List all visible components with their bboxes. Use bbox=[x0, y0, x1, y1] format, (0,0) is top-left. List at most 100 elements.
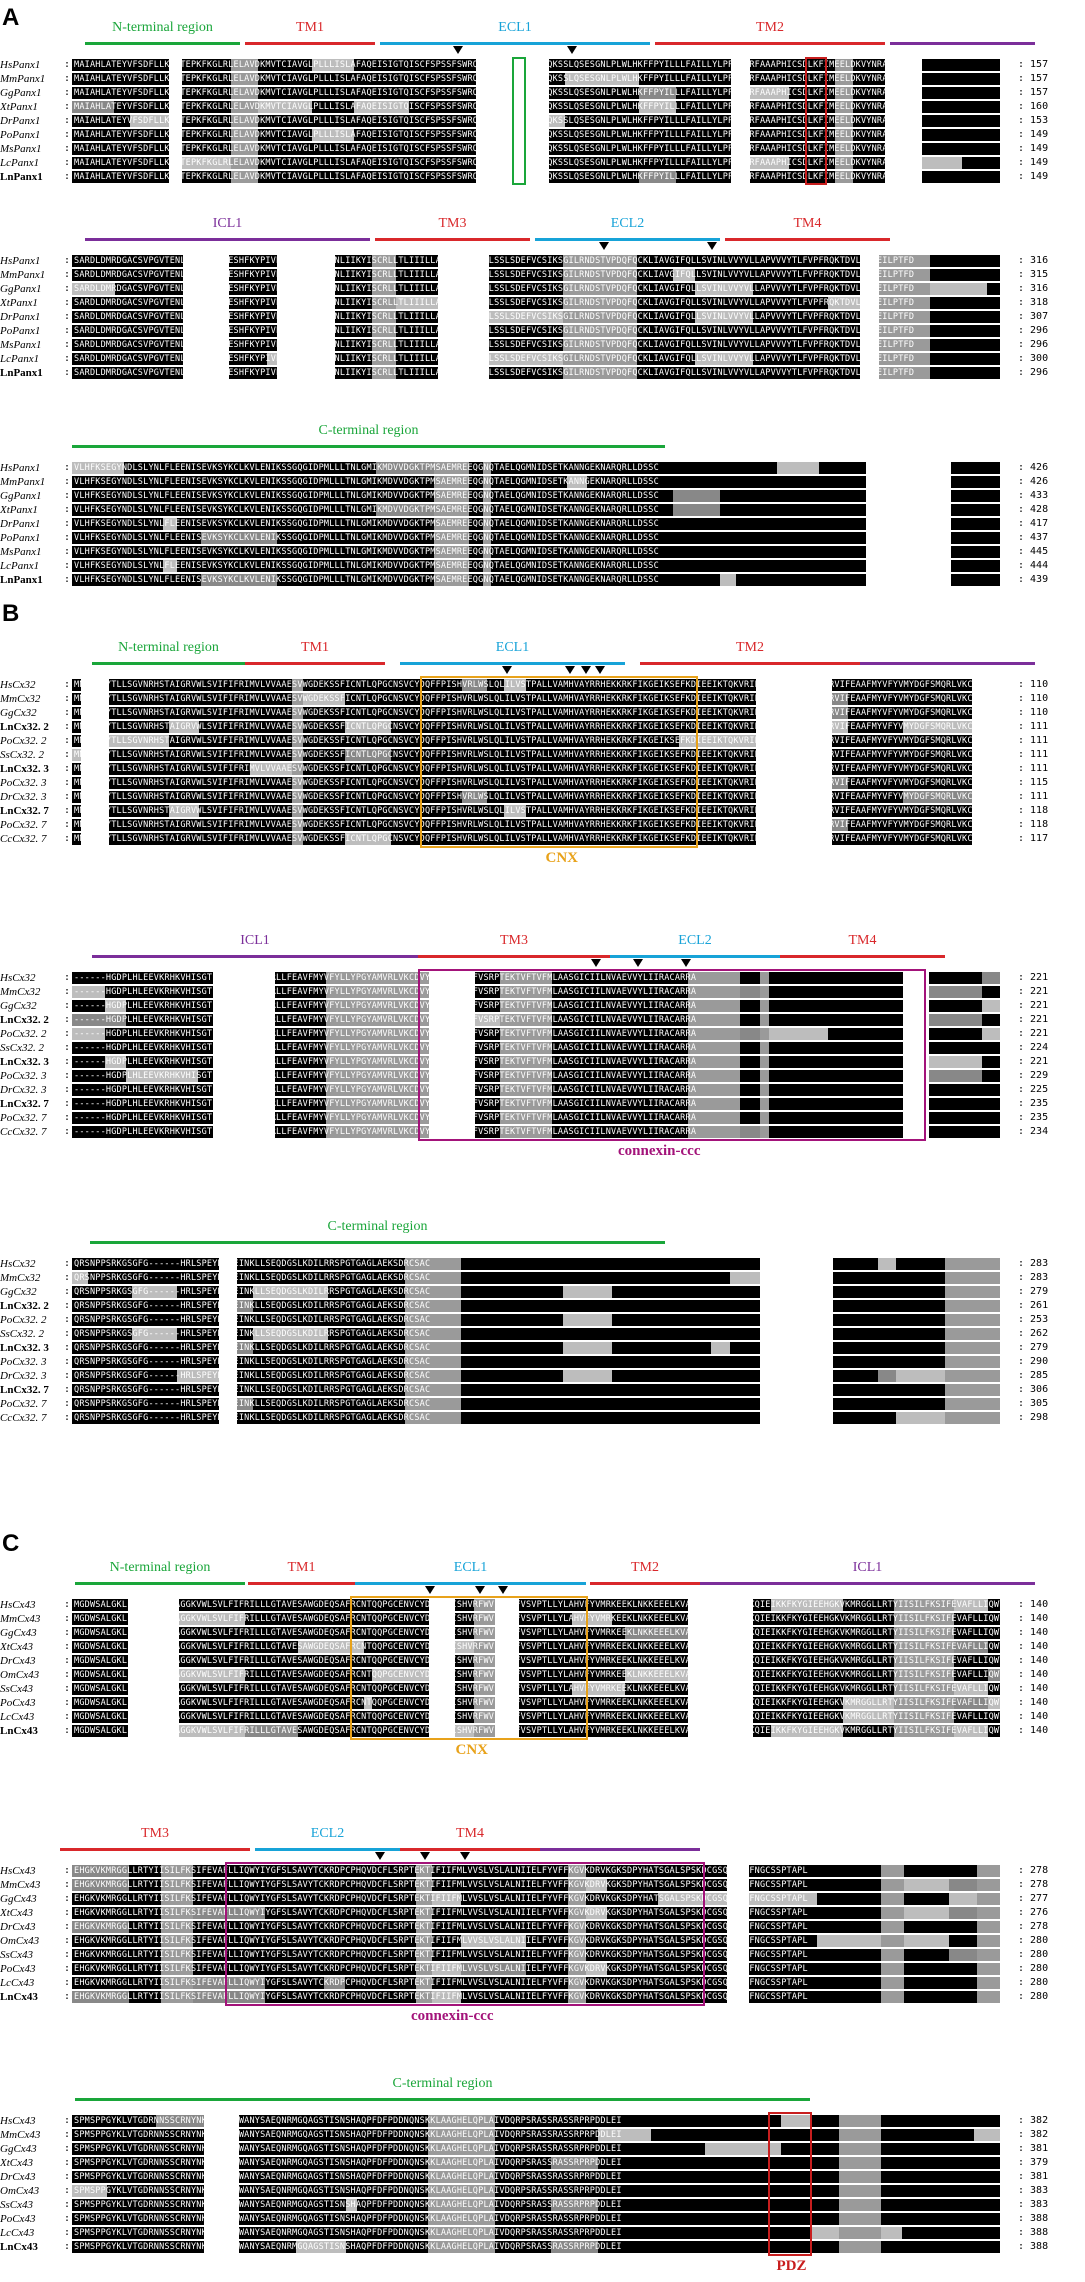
region-label: TM4 bbox=[456, 1826, 484, 1841]
conservation-block bbox=[354, 171, 409, 183]
separator: : bbox=[64, 367, 71, 378]
conservation-block bbox=[72, 255, 115, 267]
alignment-row: XtPanx1: MAIAHLATEYVFSDFLLKEPTEPKFKGLRLEL… bbox=[0, 100, 1085, 114]
region-label: ECL1 bbox=[498, 20, 532, 35]
conservation-block bbox=[720, 504, 736, 516]
conservation-block bbox=[563, 255, 637, 267]
conservation-block bbox=[639, 59, 676, 71]
conservation-block bbox=[945, 1384, 989, 1396]
conservation-block bbox=[760, 1398, 776, 1410]
conservation-block bbox=[879, 283, 930, 295]
conservation-block bbox=[695, 297, 753, 309]
conservation-block bbox=[565, 73, 639, 85]
conservation-block bbox=[658, 1258, 711, 1270]
conservation-block bbox=[711, 1356, 730, 1368]
conservation-block bbox=[750, 115, 789, 127]
alignment-row: HsPanx1: VLHFKSEGYNDLSLYNLFLEENISEVKSYKCL… bbox=[0, 461, 1085, 475]
residue-count: : 381 bbox=[1018, 2143, 1049, 2154]
separator: : bbox=[64, 1112, 71, 1123]
conservation-block bbox=[711, 1412, 730, 1424]
sequence-name: GgCx32 bbox=[0, 1000, 37, 1012]
conservation-block bbox=[817, 1963, 881, 1975]
residue-count: : 149 bbox=[1018, 129, 1049, 140]
alignment-row: PoPanx1: SARDLDMRDGACSVPGVTENLGQSLWEVSESH… bbox=[0, 324, 1085, 338]
alignment-row: MmPanx1: MAIAHLATEYVFSDFLLKEPTEPKFKGLRLEL… bbox=[0, 72, 1085, 86]
conservation-block bbox=[231, 115, 258, 127]
conservation-block bbox=[760, 1314, 776, 1326]
region-line bbox=[90, 1241, 665, 1244]
alignment-row: HsCx32: QRSNPPSRKGSGFG------HRLSPEYKQNEIN… bbox=[0, 1257, 1085, 1271]
region-label: TM1 bbox=[287, 1560, 316, 1575]
conservation-block bbox=[839, 2213, 881, 2225]
sequence-name: PoCx32. 2 bbox=[0, 1028, 47, 1040]
conservation-block bbox=[760, 1412, 776, 1424]
residue-count: : 280 bbox=[1018, 1977, 1049, 1988]
conservation-block bbox=[695, 255, 753, 267]
conservation-block bbox=[776, 1300, 833, 1312]
sequence-name: XtPanx1 bbox=[0, 504, 38, 516]
conservation-block bbox=[335, 325, 345, 337]
conservation-block bbox=[529, 1342, 563, 1354]
conservation-block bbox=[753, 297, 828, 309]
conservation-block bbox=[438, 325, 489, 337]
conservation-block bbox=[461, 1370, 529, 1382]
sequence-name: MmCx43 bbox=[0, 2129, 41, 2141]
conservation-block bbox=[720, 518, 736, 530]
sequence-name: XtCx43 bbox=[0, 2157, 33, 2169]
conservation-block bbox=[922, 504, 951, 516]
conservation-block bbox=[879, 339, 930, 351]
conservation-block bbox=[811, 2171, 839, 2183]
conservation-block bbox=[731, 115, 750, 127]
conservation-block bbox=[673, 311, 695, 323]
conservation-block bbox=[711, 1370, 730, 1382]
conservation-block bbox=[885, 143, 898, 155]
conservation-block bbox=[835, 101, 853, 113]
region-line bbox=[655, 42, 885, 45]
sequence-text: QRSNPPSRKGSGFG------HRLSPEYKQNEINKLLSEQD… bbox=[74, 1371, 431, 1381]
conservation-block bbox=[962, 129, 1000, 141]
region-line bbox=[590, 1582, 700, 1585]
separator: : bbox=[64, 2143, 71, 2154]
conservation-block bbox=[612, 1370, 658, 1382]
conservation-block bbox=[828, 353, 860, 365]
sequence-name: PoCx32. 7 bbox=[0, 1112, 47, 1124]
conservation-block bbox=[529, 1398, 563, 1410]
conservation-block bbox=[951, 462, 1000, 474]
conservation-block bbox=[736, 476, 777, 488]
conservation-block bbox=[760, 1342, 776, 1354]
alignment-row: LnCx32. 3: QRSNPPSRKGSGFG------HRLSPEYKQN… bbox=[0, 1341, 1085, 1355]
conservation-block bbox=[929, 1056, 982, 1068]
conservation-block bbox=[881, 2185, 902, 2197]
sequence-track: SPMSPPGYKLVTGDRNNSSCRNYNKQASEQNWANYSAEQN… bbox=[72, 2185, 1000, 2197]
conservation-block bbox=[811, 2157, 839, 2169]
sequence-track: QRSNPPSRKGSGFG------HRLSPEYKQNEINKLLSEQD… bbox=[72, 1314, 1000, 1326]
sequence-text: SPMSPPGYKLVTGDRNNSSCRNYNKQASEQNWANYSAEQN… bbox=[74, 2172, 622, 2182]
conservation-block bbox=[396, 269, 438, 281]
residue-count: : 221 bbox=[1018, 972, 1049, 983]
conservation-block bbox=[461, 1272, 529, 1284]
domain-frame bbox=[768, 2112, 812, 2256]
region-bar: TM4 bbox=[725, 216, 890, 260]
conservation-block bbox=[951, 504, 1000, 516]
conservation-block bbox=[839, 2157, 881, 2169]
sequence-name: DrPanx1 bbox=[0, 115, 41, 127]
conservation-block bbox=[231, 129, 258, 141]
sequence-track: VLHFKSEGYNDLSLYNLFLEENISEVKSYKCLKVLENIKS… bbox=[72, 560, 1000, 572]
conservation-block bbox=[664, 504, 673, 516]
conservation-block bbox=[612, 1272, 658, 1284]
conservation-block bbox=[879, 367, 930, 379]
conservation-block bbox=[114, 73, 130, 85]
alignment-row: MsPanx1: MAIAHLATEYVFSDFLLKEPTEPKFKGLRLEL… bbox=[0, 142, 1085, 156]
conservation-block bbox=[949, 1893, 977, 1905]
conservation-block bbox=[977, 1977, 1000, 1989]
conservation-block bbox=[896, 1398, 945, 1410]
conservation-block bbox=[811, 2129, 839, 2141]
separator: : bbox=[64, 833, 71, 844]
residue-count: : 381 bbox=[1018, 2171, 1049, 2182]
conservation-block bbox=[637, 325, 673, 337]
conservation-block bbox=[982, 1070, 1000, 1082]
region-bar: C-terminal region bbox=[72, 423, 665, 467]
conservation-block bbox=[922, 73, 962, 85]
conservation-block bbox=[658, 1314, 711, 1326]
conservation-block bbox=[711, 1258, 730, 1270]
